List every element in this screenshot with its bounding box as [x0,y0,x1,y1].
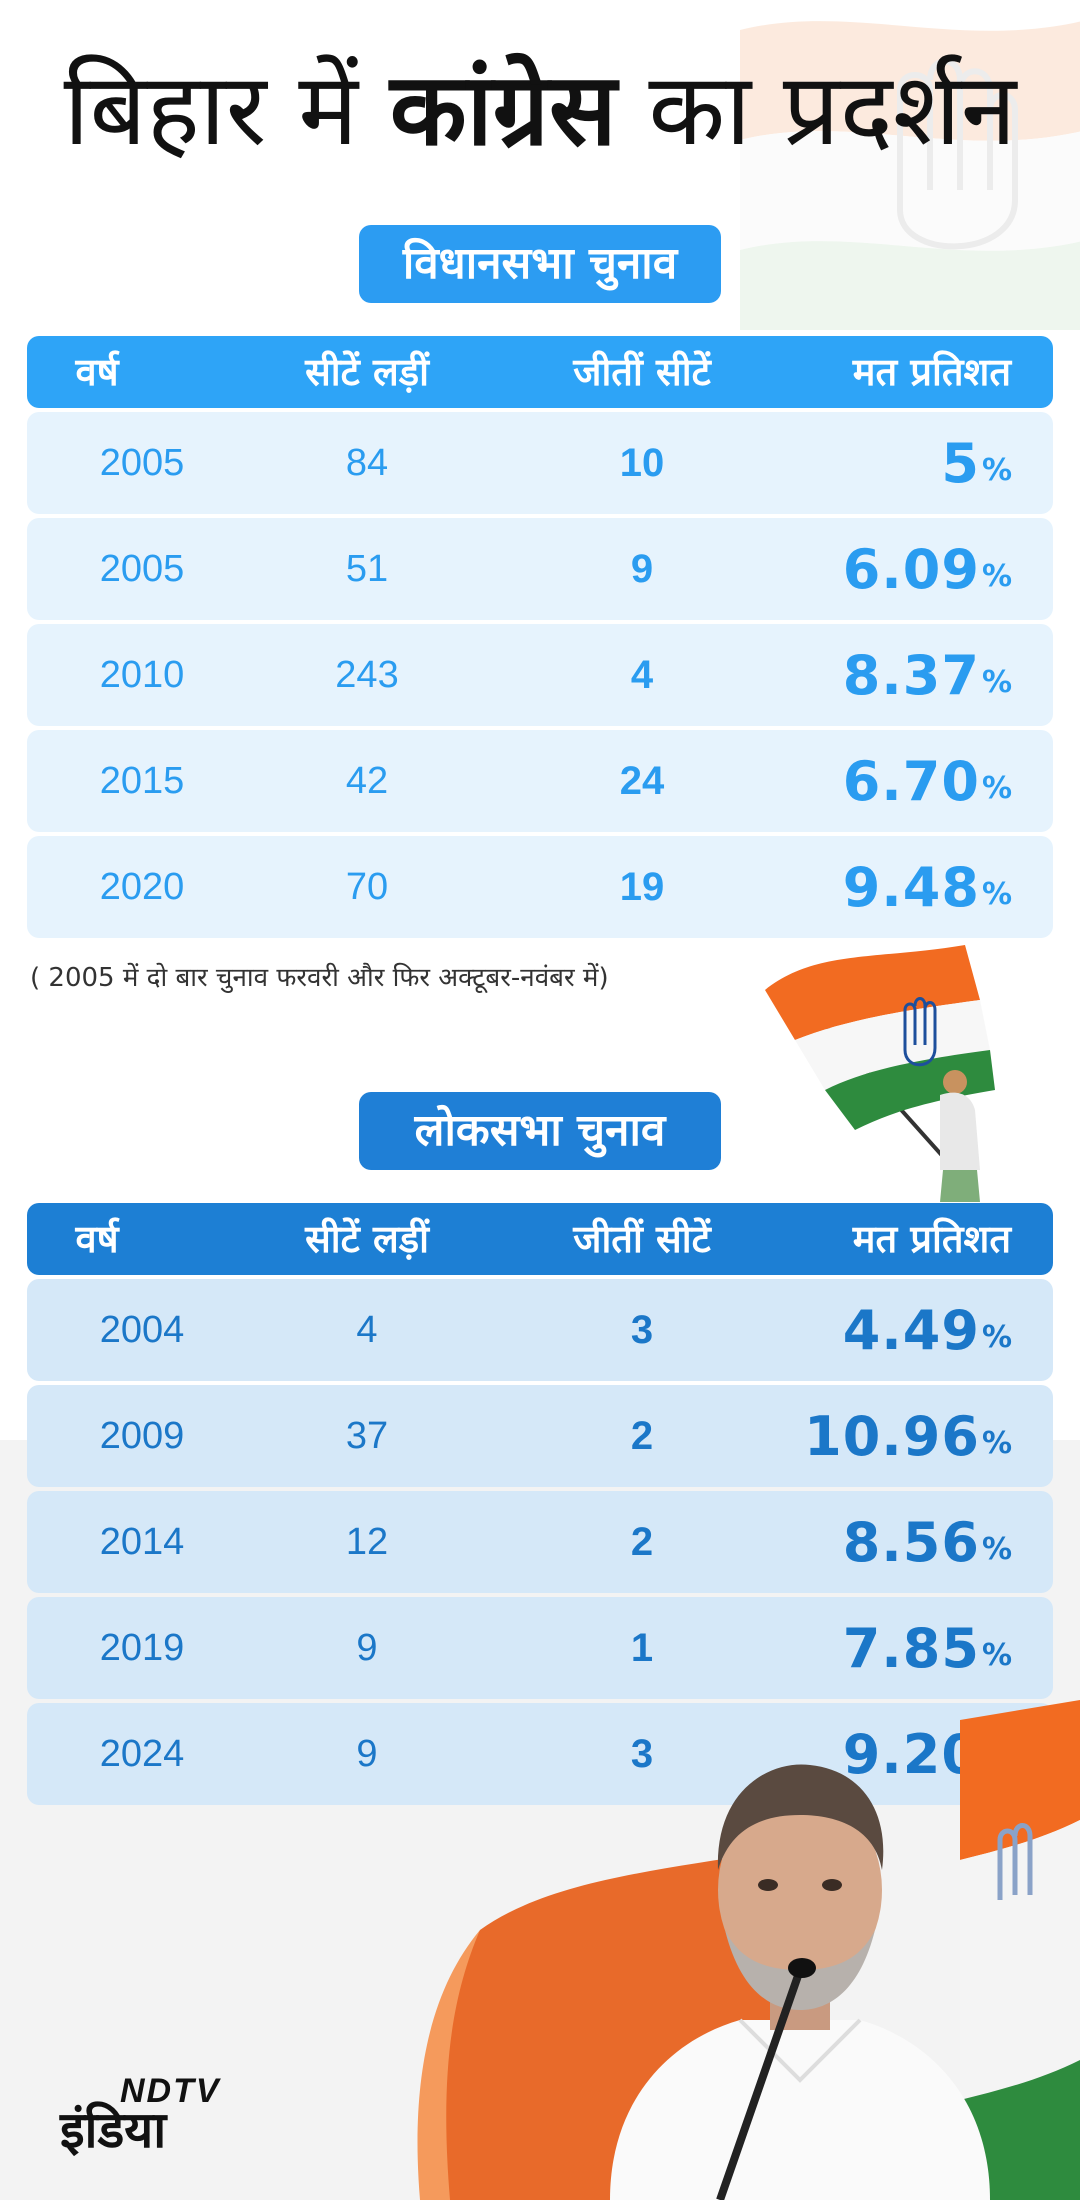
vote-value: 9.20 [842,1722,980,1786]
cell-vote-share: 7.85% [713,1597,1013,1699]
cell-won: 1 [630,1625,654,1670]
cell-vote-share: 4.49% [713,1279,1013,1381]
percent-sign: % [981,452,1013,488]
vote-value: 10.96 [804,1404,980,1468]
percent-sign: % [981,558,1013,594]
table-row: 2010 243 4 8.37% [27,624,1053,726]
cell-vote-share: 8.37% [713,624,1013,726]
vidhansabha-table: वर्ष सीटें लड़ीं जीतीं सीटें मत प्रतिशत … [27,336,1053,938]
table-row: 2005 84 10 5% [27,412,1053,514]
cell-won: 10 [619,440,665,485]
cell-contested: 9 [356,1626,378,1669]
vote-value: 5 [941,431,980,495]
cell-won: 3 [630,1731,654,1776]
column-header-won: जीतीं सीटें [573,350,711,394]
cell-contested: 37 [345,1414,389,1457]
cell-contested: 4 [356,1308,378,1351]
cell-year: 2019 [99,1626,185,1669]
column-header-contested: सीटें लड़ीं [305,350,429,394]
cell-year: 2005 [99,547,185,590]
flag-waving-supporter-image [765,945,995,1202]
cell-won: 24 [619,758,665,803]
percent-sign: % [981,876,1013,912]
cell-contested: 84 [345,441,389,484]
cell-year: 2020 [99,865,185,908]
percent-sign: % [981,1319,1013,1355]
cell-contested: 51 [345,547,389,590]
cell-won: 2 [630,1413,654,1458]
cell-vote-share: 8.56% [713,1491,1013,1593]
column-header-year: वर्ष [75,350,119,394]
cell-year: 2005 [99,441,185,484]
vote-value: 7.85 [842,1616,980,1680]
logo-bottom-text: इंडिया [60,2101,167,2159]
column-header-vote-share: मत प्रतिशत [852,1217,1011,1261]
cell-won: 2 [630,1519,654,1564]
cell-contested: 9 [356,1732,378,1775]
percent-sign: % [981,770,1013,806]
title-part-2: का प्रदर्शन [648,51,1017,168]
cell-vote-share: 9.48% [713,836,1013,938]
table-row: 2020 70 19 9.48% [27,836,1053,938]
table-row: 2024 9 3 9.20% [27,1703,1053,1805]
background-flag-image [740,21,1080,330]
percent-sign: % [981,1425,1013,1461]
cell-contested: 42 [345,759,389,802]
cell-year: 2010 [99,653,185,696]
percent-sign: % [981,1531,1013,1567]
percent-sign: % [981,664,1013,700]
vote-value: 9.48 [842,855,980,919]
page-title: बिहार में कांग्रेस का प्रदर्शन [0,50,1080,170]
column-header-year: वर्ष [75,1217,119,1261]
ndtv-india-logo: NDTV इंडिया [60,2072,260,2159]
cell-contested: 12 [345,1520,389,1563]
column-header-contested: सीटें लड़ीं [305,1217,429,1261]
title-party-name: कांग्रेस [389,51,617,168]
cell-vote-share: 10.96% [713,1385,1013,1487]
vote-value: 4.49 [842,1298,980,1362]
loksabha-table-header: वर्ष सीटें लड़ीं जीतीं सीटें मत प्रतिशत [27,1203,1053,1275]
title-part-1: बिहार में [63,51,359,168]
cell-vote-share: 5% [713,412,1013,514]
cell-won: 3 [630,1307,654,1352]
cell-vote-share: 6.09% [713,518,1013,620]
cell-vote-share: 6.70% [713,730,1013,832]
vote-value: 8.37 [842,643,980,707]
logo-top-text: NDTV [120,2072,221,2110]
vidhansabha-table-header: वर्ष सीटें लड़ीं जीतीं सीटें मत प्रतिशत [27,336,1053,408]
table-row: 2004 4 3 4.49% [27,1279,1053,1381]
vote-value: 6.70 [842,749,980,813]
percent-sign: % [981,1637,1013,1673]
column-header-vote-share: मत प्रतिशत [852,350,1011,394]
cell-year: 2024 [99,1732,185,1775]
loksabha-heading: लोकसभा चुनाव [359,1092,721,1170]
cell-year: 2015 [99,759,185,802]
footnote: ( 2005 में दो बार चुनाव फरवरी और फिर अक्… [30,963,609,993]
cell-won: 19 [619,864,665,909]
table-row: 2015 42 24 6.70% [27,730,1053,832]
table-row: 2009 37 2 10.96% [27,1385,1053,1487]
politician-speaking-image [610,1764,990,2200]
loksabha-table: वर्ष सीटें लड़ीं जीतीं सीटें मत प्रतिशत … [27,1203,1053,1805]
cell-won: 4 [630,652,654,697]
cell-contested: 70 [345,865,389,908]
cell-year: 2004 [99,1308,185,1351]
cell-year: 2014 [99,1520,185,1563]
vote-value: 6.09 [842,537,980,601]
column-header-won: जीतीं सीटें [573,1217,711,1261]
cell-won: 9 [630,546,654,591]
table-row: 2019 9 1 7.85% [27,1597,1053,1699]
vidhansabha-heading: विधानसभा चुनाव [359,225,721,303]
vote-value: 8.56 [842,1510,980,1574]
table-row: 2005 51 9 6.09% [27,518,1053,620]
cell-year: 2009 [99,1414,185,1457]
cell-contested: 243 [335,653,399,696]
table-row: 2014 12 2 8.56% [27,1491,1053,1593]
